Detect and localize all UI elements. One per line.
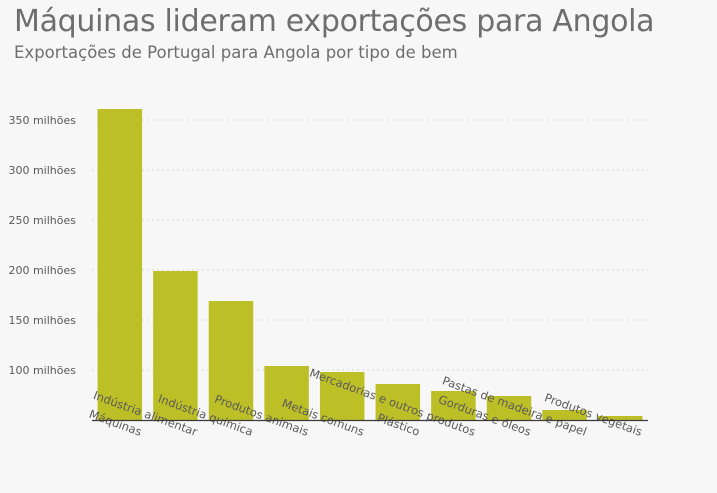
bar: [431, 391, 476, 420]
chart-subtitle: Exportações de Portugal para Angola por …: [14, 43, 458, 62]
bar: [153, 271, 198, 420]
y-tick-label: 300 milhões: [8, 164, 76, 177]
bar: [375, 384, 421, 420]
y-axis-ticks: 100 milhões 150 milhões 200 milhões 250 mil…: [8, 114, 76, 377]
y-tick-label: 350 milhões: [8, 114, 76, 127]
bar: [542, 410, 587, 420]
y-tick-label: 200 milhões: [8, 264, 76, 277]
bar: [486, 396, 532, 420]
y-tick-label: 100 milhões: [8, 364, 76, 377]
bars: [97, 109, 643, 420]
y-tick-label: 250 milhões: [8, 214, 76, 227]
chart-title: Máquinas lideram exportações para Angola: [14, 4, 655, 39]
bar: [208, 301, 254, 420]
bar: [319, 372, 365, 420]
bar: [97, 109, 143, 420]
bar: [597, 416, 643, 420]
y-tick-label: 150 milhões: [8, 314, 76, 327]
bar: [264, 366, 309, 420]
